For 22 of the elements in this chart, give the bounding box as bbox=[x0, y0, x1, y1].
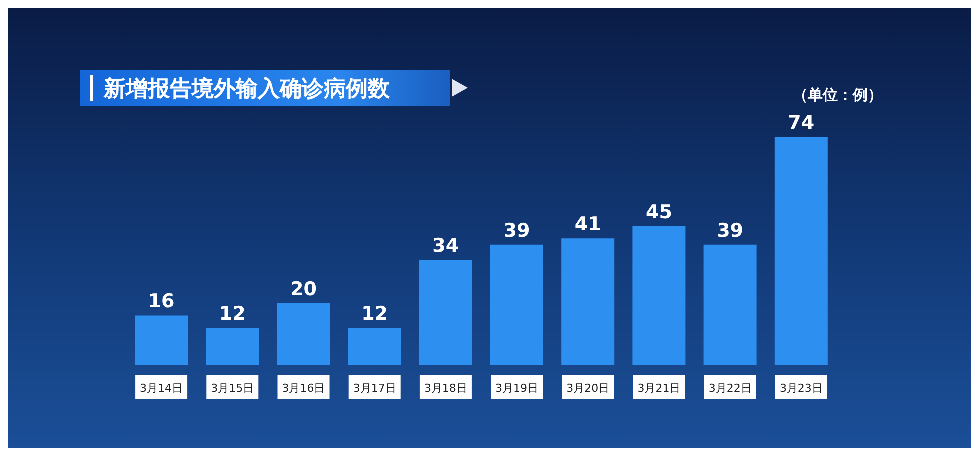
data-label: 20 bbox=[290, 278, 317, 300]
x-tick-label: 3月15日 bbox=[211, 382, 254, 395]
data-label: 45 bbox=[646, 201, 672, 224]
data-label: 39 bbox=[504, 220, 530, 242]
x-tick-label: 3月21日 bbox=[638, 382, 681, 395]
data-label: 39 bbox=[717, 220, 744, 242]
data-label: 16 bbox=[148, 290, 175, 313]
data-label: 12 bbox=[219, 303, 246, 326]
x-tick-label: 3月19日 bbox=[496, 382, 539, 395]
x-tick-label: 3月18日 bbox=[424, 382, 468, 395]
chart-title: 新增报告境外输入确诊病例数 bbox=[104, 76, 390, 104]
data-label: 12 bbox=[362, 303, 388, 326]
data-label: 41 bbox=[574, 214, 602, 236]
x-tick-label: 3月16日 bbox=[282, 382, 326, 395]
x-tick-label: 3月20日 bbox=[566, 382, 610, 395]
data-label: 34 bbox=[432, 235, 460, 258]
x-tick-label: 3月23日 bbox=[780, 382, 823, 395]
text: （单位：例） bbox=[793, 86, 883, 105]
x-tick-label: 3月14日 bbox=[140, 382, 184, 395]
x-tick-label: 3月17日 bbox=[353, 382, 396, 395]
x-tick-label: 3月22日 bbox=[708, 382, 752, 395]
data-label: 74 bbox=[788, 112, 815, 134]
